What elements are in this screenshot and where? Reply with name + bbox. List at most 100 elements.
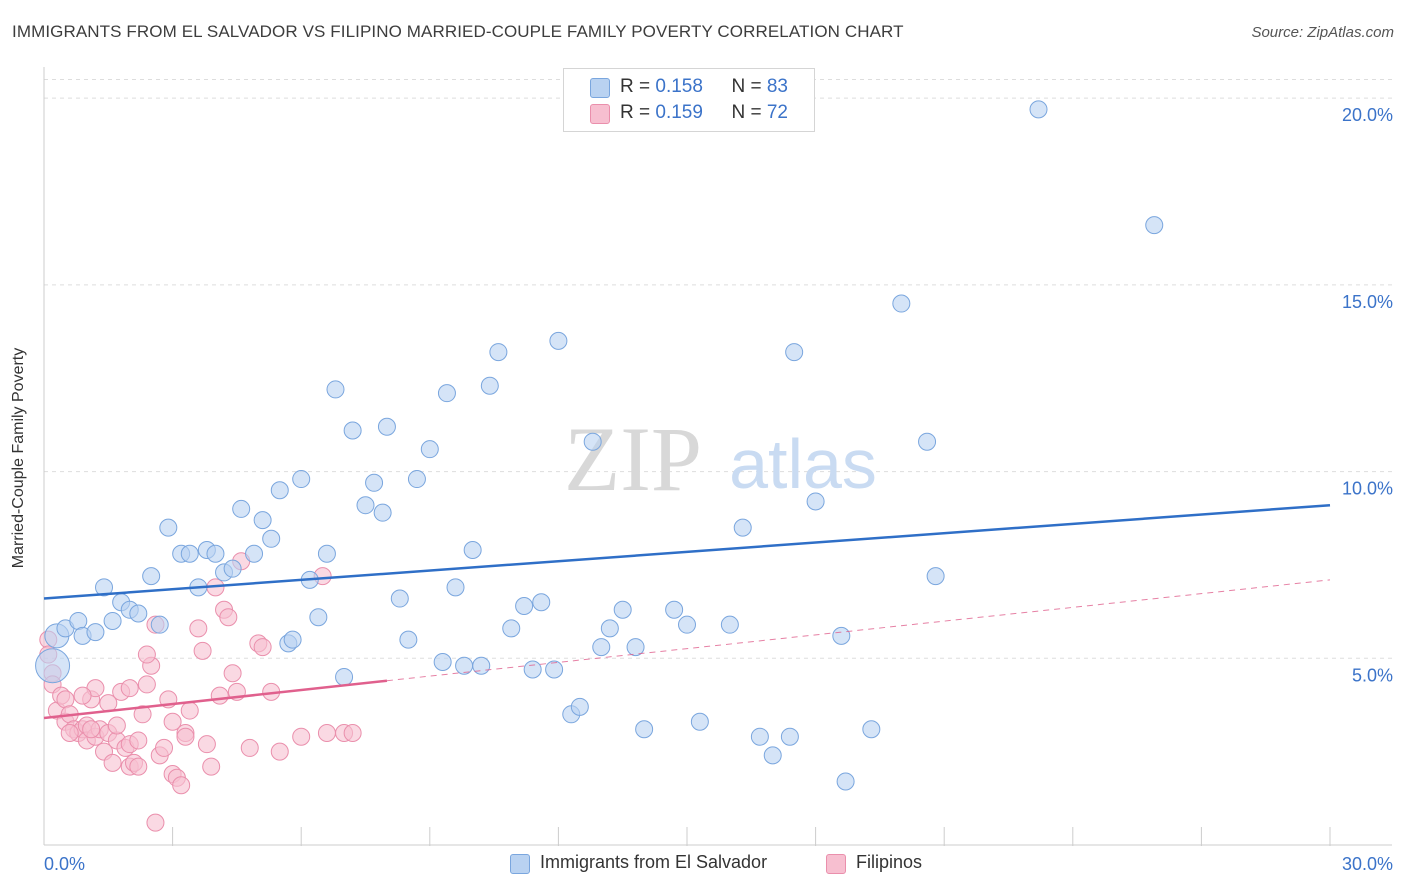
filipinos-point: [129, 731, 148, 750]
el-salvador-point: [95, 578, 114, 597]
el-salvador-point: [502, 619, 521, 638]
legend-n-value: 83: [766, 76, 788, 97]
el-salvador-point: [317, 544, 336, 563]
el-salvador-point: [420, 440, 439, 459]
el-salvador-point: [523, 660, 542, 679]
el-salvador-point: [836, 772, 855, 791]
el-salvador-point: [463, 541, 482, 560]
el-salvador-point: [399, 630, 418, 649]
filipinos-trend-line: [43, 679, 388, 720]
legend-r-value: 0.159: [655, 102, 703, 123]
el-salvador-point: [806, 492, 825, 511]
el-salvador-point: [309, 608, 328, 627]
el-salvador-point: [129, 604, 148, 623]
filipinos-point: [146, 813, 165, 832]
el-salvador-point: [532, 593, 551, 612]
watermark-atlas: atlas: [729, 425, 877, 503]
el-salvador-point: [832, 626, 851, 645]
watermark-zip: ZIP: [564, 408, 702, 510]
el-salvador-point: [892, 294, 911, 313]
el-salvador-point: [326, 380, 345, 399]
el-salvador-point: [1029, 100, 1048, 119]
el-salvador-point: [69, 611, 88, 630]
legend-r-value: 0.158: [655, 76, 703, 97]
filipinos-point: [73, 686, 92, 705]
axes: [43, 67, 1392, 846]
el-salvador-point: [373, 503, 392, 522]
filipinos-point: [137, 645, 156, 664]
legend-n-value: 72: [766, 102, 788, 123]
el-salvador-point: [785, 343, 804, 362]
el-salvador-point: [103, 611, 122, 630]
filipinos-point: [343, 723, 362, 742]
filipinos-point: [155, 738, 174, 757]
filipinos-point: [292, 727, 311, 746]
filipinos-point: [197, 735, 216, 754]
el-salvador-point: [862, 720, 881, 739]
el-salvador-point: [159, 518, 178, 537]
y-tick-label: 20.0%: [1342, 105, 1393, 125]
filipinos-trend-extension: [386, 579, 1331, 682]
filipinos-point: [180, 701, 199, 720]
chart-title: IMMIGRANTS FROM EL SALVADOR VS FILIPINO …: [12, 22, 904, 41]
legend-r-label: R =: [620, 102, 656, 123]
el-salvador-point: [626, 638, 645, 657]
el-salvador-point: [343, 421, 362, 440]
el-salvador-point: [390, 589, 409, 608]
el-salvador-points: [35, 100, 1164, 791]
filipinos-point: [223, 664, 242, 683]
el-salvador-point: [583, 432, 602, 451]
el-salvador-point: [292, 470, 311, 489]
filipinos-point: [60, 723, 79, 742]
y-tick-label: 15.0%: [1342, 292, 1393, 312]
el-salvador-point: [365, 473, 384, 492]
el-salvador-point: [283, 630, 302, 649]
bottom-legend-swatch-pink: [826, 854, 846, 874]
el-salvador-trend-line: [43, 503, 1331, 600]
el-salvador-point: [515, 597, 534, 616]
el-salvador-point: [270, 481, 289, 500]
trend-lines: [43, 503, 1331, 720]
x-tick-label: 30.0%: [1342, 854, 1393, 874]
el-salvador-point: [733, 518, 752, 537]
el-salvador-point: [690, 712, 709, 731]
el-salvador-point: [592, 638, 611, 657]
el-salvador-point: [480, 376, 499, 395]
watermark: ZIP atlas: [564, 408, 877, 510]
el-salvador-point: [549, 331, 568, 350]
el-salvador-point: [763, 746, 782, 765]
bottom-legend-el-salvador: Immigrants from El Salvador: [540, 852, 768, 872]
bottom-legend-filipinos: Filipinos: [856, 852, 923, 872]
filipinos-point: [82, 720, 101, 739]
el-salvador-point: [720, 615, 739, 634]
el-salvador-point: [142, 567, 161, 586]
el-salvador-point: [407, 470, 426, 489]
legend-row-blue: R = 0.158 N = 83: [620, 76, 788, 98]
filipinos-point: [107, 716, 126, 735]
el-salvador-point: [926, 567, 945, 586]
filipinos-point: [163, 712, 182, 731]
legend-n-label: N =: [731, 76, 767, 97]
legend-r-label: R =: [620, 76, 656, 97]
el-salvador-point: [433, 653, 452, 672]
tick-labels: 5.0% 10.0% 15.0% 20.0% 0.0% 30.0%: [44, 105, 1393, 874]
el-salvador-point: [232, 499, 251, 518]
el-salvador-point: [665, 600, 684, 619]
filipinos-point: [133, 705, 152, 724]
el-salvador-point: [780, 727, 799, 746]
el-salvador-point: [180, 544, 199, 563]
el-salvador-point: [918, 432, 937, 451]
legend-swatch-pink: [590, 104, 610, 124]
filipinos-point: [210, 686, 229, 705]
filipinos-point: [193, 641, 212, 660]
filipinos-point: [103, 753, 122, 772]
filipinos-point: [240, 738, 259, 757]
filipinos-point: [129, 757, 148, 776]
filipinos-point: [189, 619, 208, 638]
y-tick-label: 10.0%: [1342, 479, 1393, 499]
filipinos-point: [317, 723, 336, 742]
filipinos-point: [176, 727, 195, 746]
el-salvador-point: [35, 648, 71, 684]
el-salvador-point: [600, 619, 619, 638]
